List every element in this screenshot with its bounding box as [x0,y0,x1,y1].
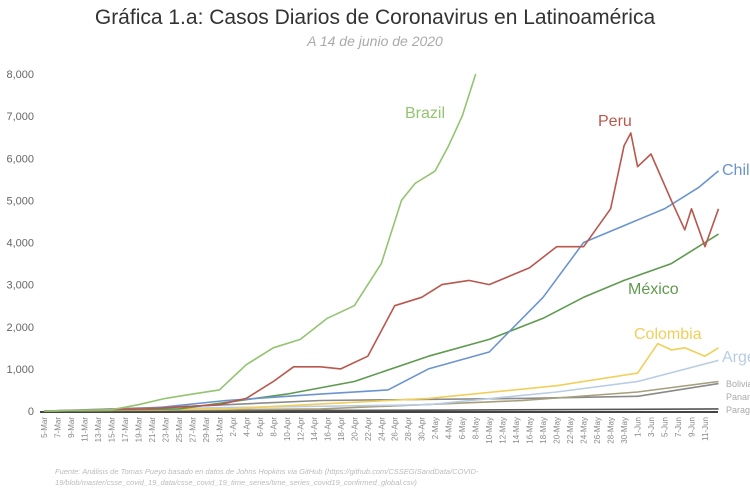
y-tick-label: 4,000 [6,238,34,250]
series-label: Chile [722,162,750,179]
x-tick-label: 13-Mar [94,417,103,443]
series-label: Bolivia [726,379,750,389]
x-tick-label: 27-Mar [188,417,197,443]
x-tick-label: 20-May [553,417,562,444]
x-tick-label: 30-Apr [418,417,427,441]
x-tick-label: 22-May [566,417,575,444]
series-line-brazil [43,73,477,412]
x-tick-label: 17-Mar [121,417,130,443]
series-label: Brazil [405,105,445,122]
series-label: Panamá [726,392,750,402]
x-tick-label: 4-May [445,417,454,439]
x-tick-label: 12-Apr [296,417,305,441]
x-tick-label: 16-Apr [323,417,332,441]
x-tick-label: 10-May [485,417,494,444]
x-tick-label: 18-May [539,417,548,444]
series-label: Peru [598,113,632,130]
x-tick-label: 2-May [431,417,440,439]
series-label: Argentina [722,349,750,366]
x-tick-label: 24-Apr [377,417,386,441]
x-tick-label: 1-Jun [634,417,643,437]
x-tick-label: 5-Jun [661,417,670,437]
series-line-peru [43,132,720,412]
x-tick-label: 24-May [580,417,589,444]
x-tick-label: 9-Mar [67,417,76,438]
x-tick-label: 20-Apr [350,417,359,441]
series-line-argentina [43,359,719,412]
series-label: Paraguay [726,405,750,415]
y-tick-label: 6,000 [6,153,34,165]
x-tick-label: 2-Apr [229,417,238,437]
x-tick-label: 28-Apr [404,417,413,441]
y-tick-label: 5,000 [6,195,34,207]
x-tick-label: 26-May [593,417,602,444]
y-tick-label: 3,000 [6,280,34,292]
x-tick-label: 11-Jun [701,417,710,441]
chart-title: Gráfica 1.a: Casos Diarios de Coronaviru… [94,6,656,29]
x-tick-label: 23-Mar [161,417,170,443]
x-tick-label: 7-Mar [53,417,62,438]
x-tick-label: 3-Jun [647,417,656,437]
y-tick-label: 0 [28,406,34,418]
y-tick-label: 1,000 [6,364,34,376]
x-tick-label: 22-Apr [364,417,373,441]
x-tick-label: 31-Mar [215,417,224,443]
series-line-chile [43,170,720,412]
x-tick-label: 16-May [526,417,535,444]
x-tick-label: 14-Apr [310,417,319,441]
x-tick-label: 14-May [512,417,521,444]
x-tick-label: 25-Mar [175,417,184,443]
x-tick-label: 8-May [472,417,481,439]
x-tick-label: 4-Apr [242,417,251,437]
x-tick-label: 30-May [620,417,629,444]
x-tick-label: 8-Apr [269,417,278,437]
x-tick-label: 26-Apr [391,417,400,441]
x-tick-label: 29-Mar [202,417,211,443]
source-note: Fuente: Análisis de Tomas Pueyo basado e… [55,467,479,487]
y-tick-label: 7,000 [6,111,34,123]
x-tick-label: 15-Mar [107,417,116,443]
x-tick-label: 6-May [458,417,467,439]
x-tick-label: 9-Jun [688,417,697,437]
x-tick-label: 11-Mar [80,417,89,442]
y-tick-label: 8,000 [6,69,34,81]
x-tick-label: 28-May [607,417,616,444]
x-tick-label: 18-Apr [337,417,346,441]
series-label: México [628,281,679,298]
chart-subtitle: A 14 de junio de 2020 [307,33,443,49]
x-tick-label: 12-May [499,417,508,444]
x-tick-label: 10-Apr [283,417,292,441]
y-tick-label: 2,000 [6,322,34,334]
x-tick-label: 6-Apr [256,417,265,437]
series-line-bolivia [43,380,719,412]
x-tick-label: 19-Mar [134,417,143,443]
x-tick-label: 5-Mar [40,417,49,438]
x-tick-label: 21-Mar [148,417,157,443]
series-line-colombia [43,342,719,412]
series-label: Colombia [634,326,702,343]
x-tick-label: 7-Jun [674,417,683,437]
